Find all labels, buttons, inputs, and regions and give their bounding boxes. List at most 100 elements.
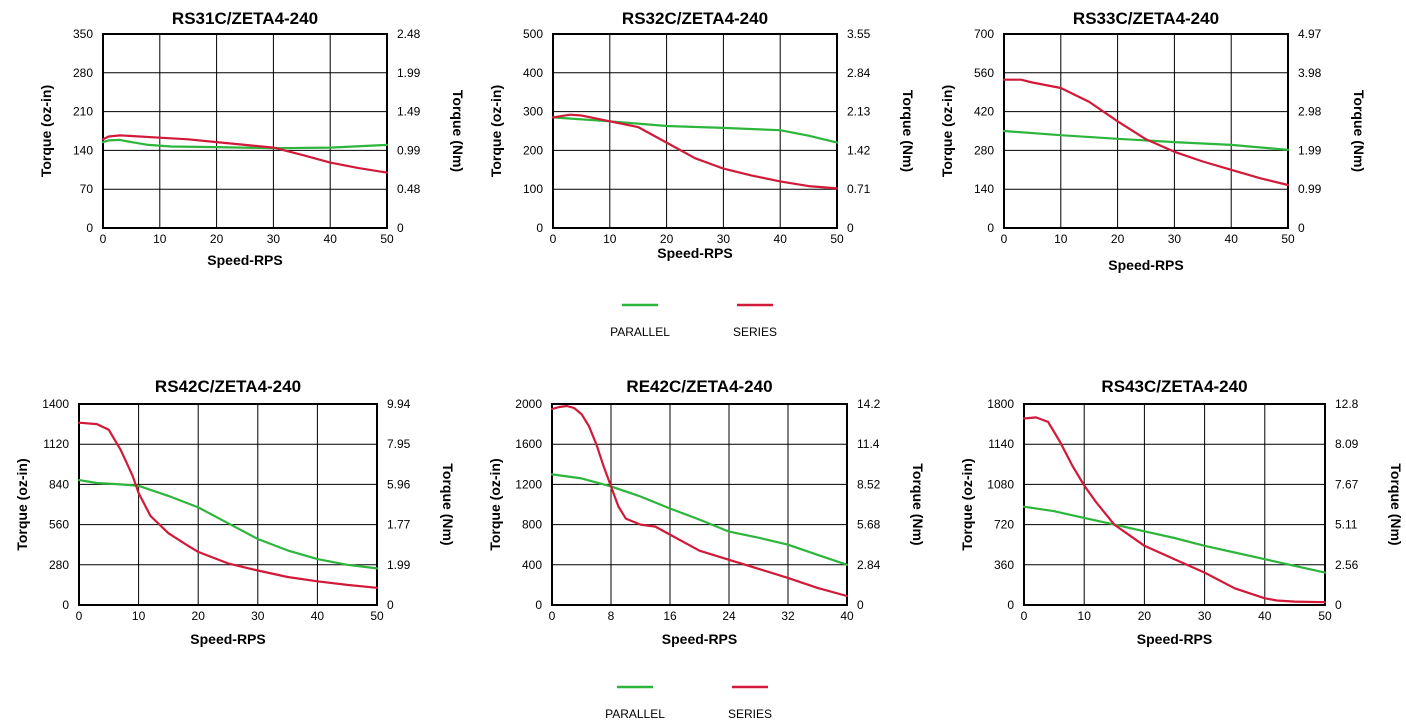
x-tick-label: 30 <box>1198 609 1212 623</box>
y2-tick-label: 8.52 <box>857 477 881 491</box>
y-tick-label: 360 <box>994 558 1014 572</box>
y2-tick-label: 5.96 <box>387 477 411 491</box>
x-tick-label: 40 <box>311 609 325 623</box>
x-tick-label: 50 <box>380 232 394 246</box>
x-axis-label: Speed-RPS <box>1108 257 1183 273</box>
y-axis-label: Torque (oz-in) <box>488 85 504 177</box>
chart-title: RS32C/ZETA4-240 <box>622 9 768 28</box>
y2-tick-label: 9.94 <box>387 397 411 411</box>
y2-tick-label: 2.48 <box>397 27 421 41</box>
x-tick-label: 16 <box>663 609 677 623</box>
y2-tick-label: 2.84 <box>847 66 871 80</box>
plot-frame <box>102 33 388 229</box>
y2-tick-label: 0 <box>387 598 394 612</box>
y-axis-label: Torque (oz-in) <box>38 85 54 177</box>
legend-label-parallel: PARALLEL <box>605 707 665 721</box>
chart-title: RS43C/ZETA4-240 <box>1101 377 1247 396</box>
x-tick-label: 50 <box>830 232 844 246</box>
y2-tick-label: 2.13 <box>847 105 871 119</box>
y2-tick-label: 1.99 <box>1298 143 1322 157</box>
y-tick-label: 1800 <box>987 397 1014 411</box>
y-tick-label: 800 <box>522 518 542 532</box>
y2-tick-label: 1.99 <box>387 558 411 572</box>
x-tick-label: 40 <box>324 232 338 246</box>
y2-tick-label: 1.42 <box>847 143 871 157</box>
y2-axis-label: Torque (Nm) <box>440 463 456 545</box>
series-line-series <box>550 404 849 598</box>
legend-2: PARALLEL SERIES <box>605 685 772 721</box>
y-axis-label: Torque (oz-in) <box>939 85 955 177</box>
x-tick-label: 0 <box>100 232 107 246</box>
y2-tick-label: 5.11 <box>1335 518 1358 532</box>
x-tick-label: 24 <box>722 609 736 623</box>
y2-tick-label: 0.99 <box>1298 182 1322 196</box>
y2-tick-label: 0 <box>397 221 404 235</box>
x-tick-label: 50 <box>1281 232 1295 246</box>
x-tick-label: 10 <box>1054 232 1068 246</box>
x-axis-label: Speed-RPS <box>190 631 265 647</box>
y2-axis-label: Torque (Nm) <box>910 463 926 545</box>
y-tick-label: 70 <box>80 182 94 196</box>
x-tick-label: 20 <box>192 609 206 623</box>
x-tick-label: 40 <box>1258 609 1272 623</box>
y-tick-label: 560 <box>49 518 69 532</box>
series-line-parallel <box>551 116 839 144</box>
x-tick-label: 0 <box>76 609 83 623</box>
x-axis-label: Speed-RPS <box>662 631 737 647</box>
series-line-series <box>1022 416 1327 604</box>
y-tick-label: 840 <box>49 477 69 491</box>
x-tick-label: 40 <box>840 609 854 623</box>
y-tick-label: 400 <box>522 558 542 572</box>
plot-frame <box>1003 33 1289 229</box>
y-tick-label: 0 <box>62 598 69 612</box>
x-tick-label: 30 <box>267 232 281 246</box>
y2-tick-label: 11.4 <box>857 437 880 451</box>
y-tick-label: 700 <box>974 27 994 41</box>
y-tick-label: 420 <box>974 105 994 119</box>
y2-tick-label: 7.95 <box>387 437 411 451</box>
y-tick-label: 280 <box>974 143 994 157</box>
y-tick-label: 1600 <box>515 437 542 451</box>
y-tick-label: 300 <box>523 105 543 119</box>
plot-frame <box>551 403 848 606</box>
x-tick-label: 30 <box>1168 232 1182 246</box>
x-axis-label: Speed-RPS <box>207 252 282 268</box>
y2-tick-label: 0.71 <box>847 182 871 196</box>
chart-title: RS42C/ZETA4-240 <box>155 377 301 396</box>
series-line-series <box>77 421 379 589</box>
y-tick-label: 140 <box>73 143 93 157</box>
x-axis-label: Speed-RPS <box>657 245 732 261</box>
y2-tick-label: 2.98 <box>1298 105 1322 119</box>
y2-tick-label: 3.55 <box>847 27 871 41</box>
y-tick-label: 280 <box>73 66 93 80</box>
x-tick-label: 10 <box>1078 609 1092 623</box>
x-tick-label: 30 <box>717 232 731 246</box>
x-tick-label: 50 <box>370 609 384 623</box>
y-axis-label: Torque (oz-in) <box>14 458 30 550</box>
y2-tick-label: 0.48 <box>397 182 421 196</box>
plot-frame <box>1023 403 1326 606</box>
y-axis-label: Torque (oz-in) <box>959 458 975 550</box>
y-tick-label: 280 <box>49 558 69 572</box>
y2-tick-label: 7.67 <box>1335 477 1359 491</box>
y-tick-label: 560 <box>974 66 994 80</box>
y2-axis-label: Torque (Nm) <box>1351 90 1367 172</box>
x-tick-label: 20 <box>1111 232 1125 246</box>
x-tick-label: 10 <box>603 232 617 246</box>
series-line-series <box>1002 78 1290 187</box>
y-tick-label: 500 <box>523 27 543 41</box>
series-line-parallel <box>1022 505 1327 574</box>
x-tick-label: 10 <box>153 232 167 246</box>
y2-tick-label: 0.99 <box>397 143 421 157</box>
x-tick-label: 0 <box>549 609 556 623</box>
y-tick-label: 1120 <box>43 437 69 451</box>
y-tick-label: 0 <box>1007 598 1014 612</box>
y2-tick-label: 3.98 <box>1298 66 1322 80</box>
x-tick-label: 40 <box>774 232 788 246</box>
y-tick-label: 2000 <box>515 397 542 411</box>
